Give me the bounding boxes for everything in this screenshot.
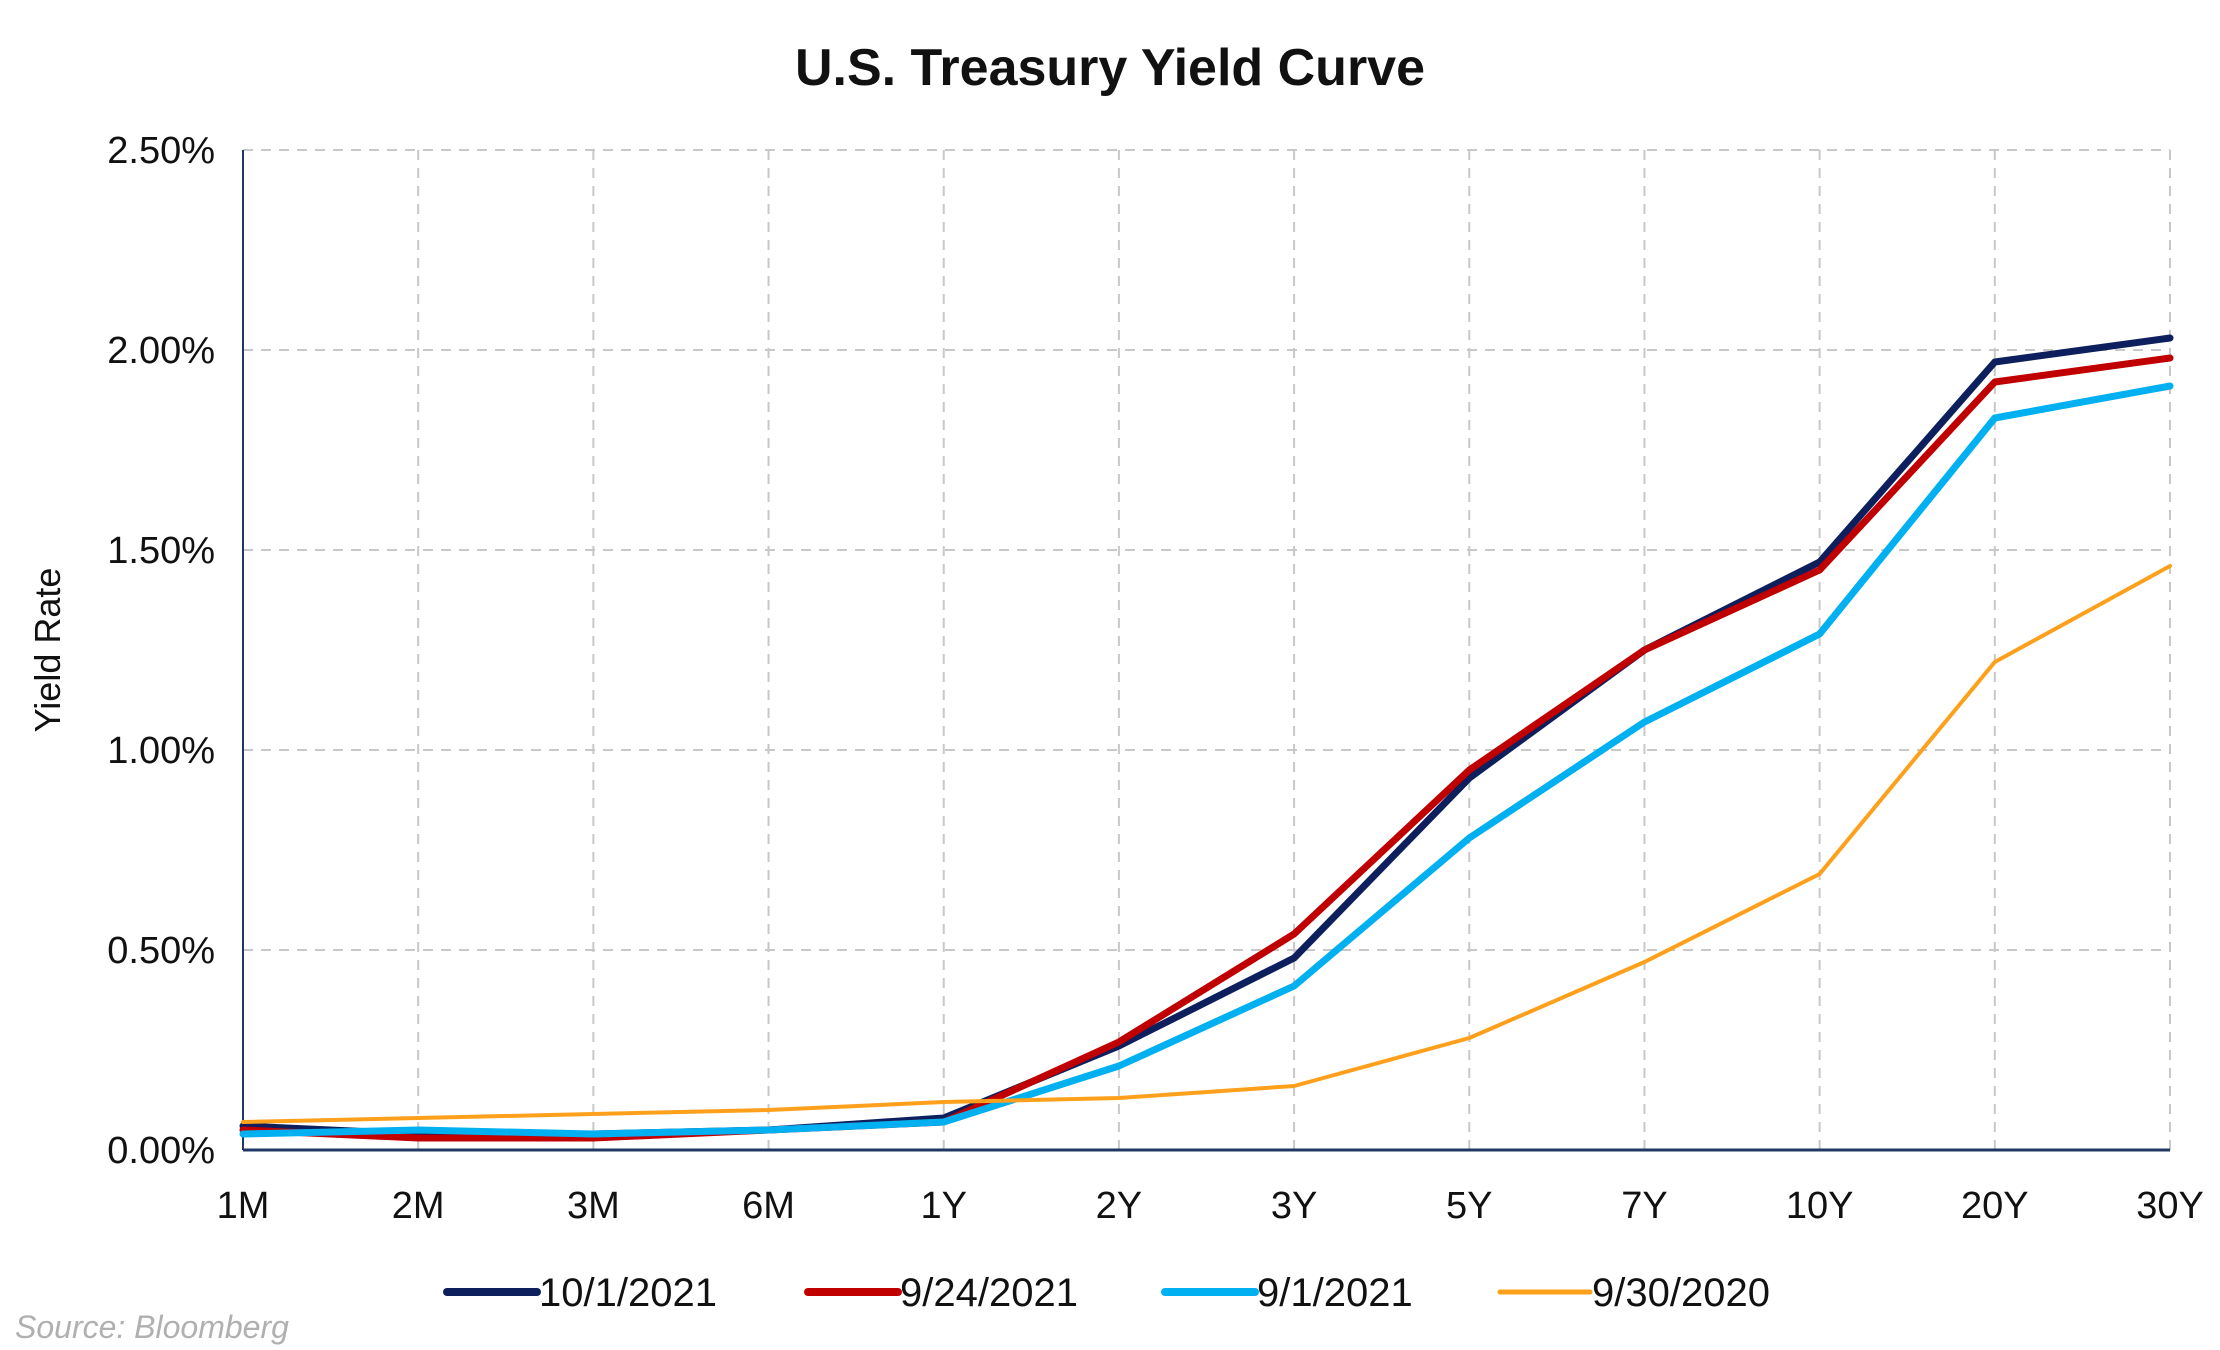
axes: 0.00% 0.50% 1.00% 1.50% 2.00% 2.50% 1M 2M 3M 6M 1Y… (107, 130, 2204, 1227)
x-tick-label: 5Y (1446, 1185, 1492, 1227)
series-lines (239, 334, 2174, 1142)
legend-label-4: 9/30/2020 (1592, 1271, 1770, 1315)
series-line-2 (239, 354, 2174, 1142)
series-line-3 (239, 382, 2174, 1138)
x-tick-label: 1Y (920, 1185, 966, 1227)
series-line-4 (241, 564, 2172, 1124)
y-axis-label: Yield Rate (27, 568, 68, 733)
y-tick-label: 0.00% (107, 1130, 215, 1172)
y-tick-label: 2.50% (107, 130, 215, 172)
x-tick-label: 3Y (1271, 1185, 1317, 1227)
y-tick-label: 0.50% (107, 930, 215, 972)
legend-label-1: 10/1/2021 (539, 1271, 717, 1315)
series-line-1 (239, 334, 2174, 1138)
x-tick-label: 6M (742, 1185, 795, 1227)
y-tick-label: 1.50% (107, 530, 215, 572)
x-tick-label: 20Y (1961, 1185, 2029, 1227)
x-tick-label: 30Y (2136, 1185, 2204, 1227)
x-tick-label: 7Y (1621, 1185, 1667, 1227)
legend-label-2: 9/24/2021 (900, 1271, 1078, 1315)
source-note: Source: Bloomberg (15, 1309, 289, 1345)
x-tick-label: 2M (392, 1185, 445, 1227)
chart-title: U.S. Treasury Yield Curve (795, 39, 1425, 97)
legend-label-3: 9/1/2021 (1257, 1271, 1413, 1315)
y-tick-label: 2.00% (107, 330, 215, 372)
x-tick-label: 3M (567, 1185, 620, 1227)
grid (243, 149, 2171, 1150)
x-tick-label: 1M (217, 1185, 270, 1227)
legend: 10/1/2021 9/24/2021 9/1/2021 9/30/2020 (443, 1271, 1770, 1315)
x-tick-label: 2Y (1096, 1185, 1142, 1227)
x-tick-label: 10Y (1786, 1185, 1854, 1227)
y-tick-label: 1.00% (107, 730, 215, 772)
